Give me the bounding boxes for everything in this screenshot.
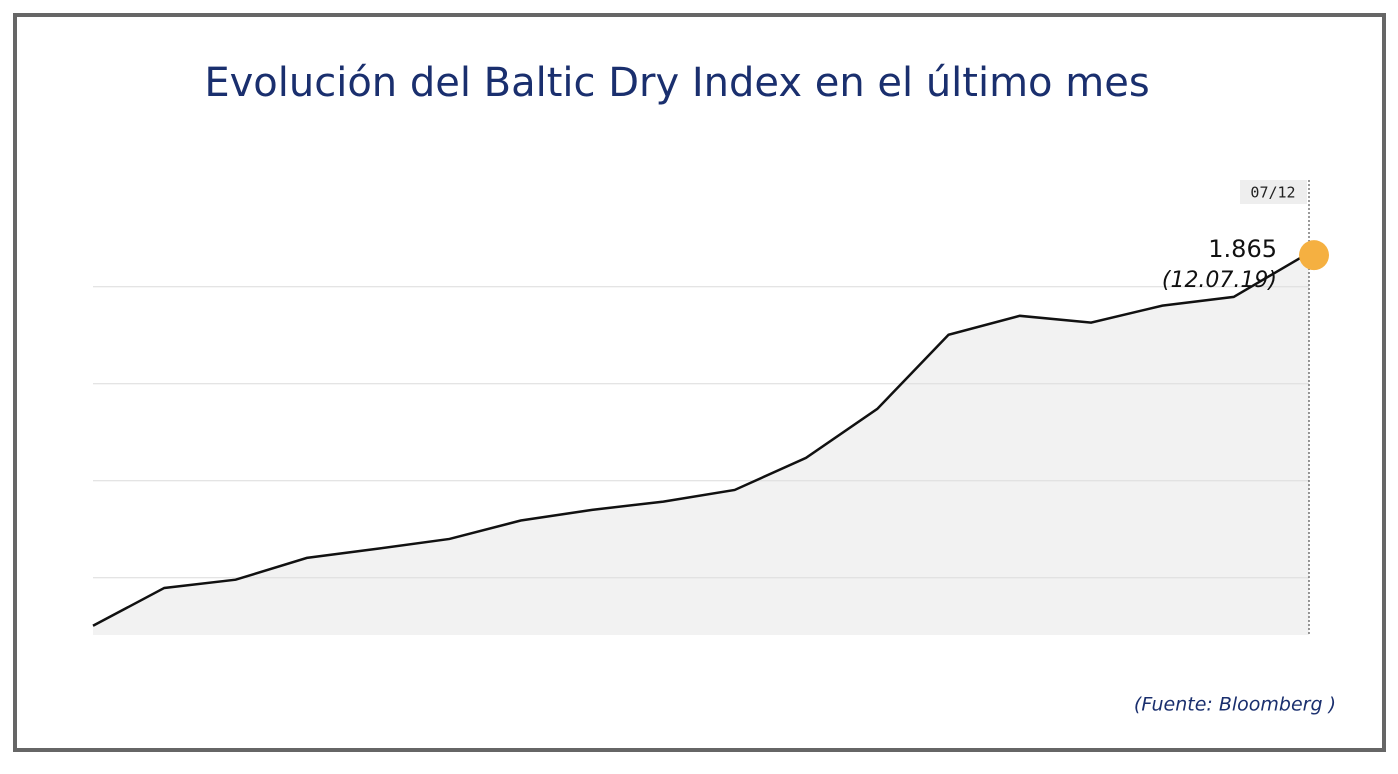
source: (Fuente: Bloomberg ) <box>1134 694 1336 716</box>
crosshair-label-bg <box>1240 180 1307 204</box>
line <box>92 254 1306 627</box>
chart-title: Evolución del Baltic Dry Index en el últ… <box>204 60 1149 106</box>
area <box>93 255 1309 635</box>
value-label: 1.865 <box>1208 235 1277 263</box>
x-tick-label: 07/12 <box>1250 184 1295 202</box>
annotation: (12.07.19) <box>1162 268 1277 293</box>
marker <box>1299 240 1329 271</box>
